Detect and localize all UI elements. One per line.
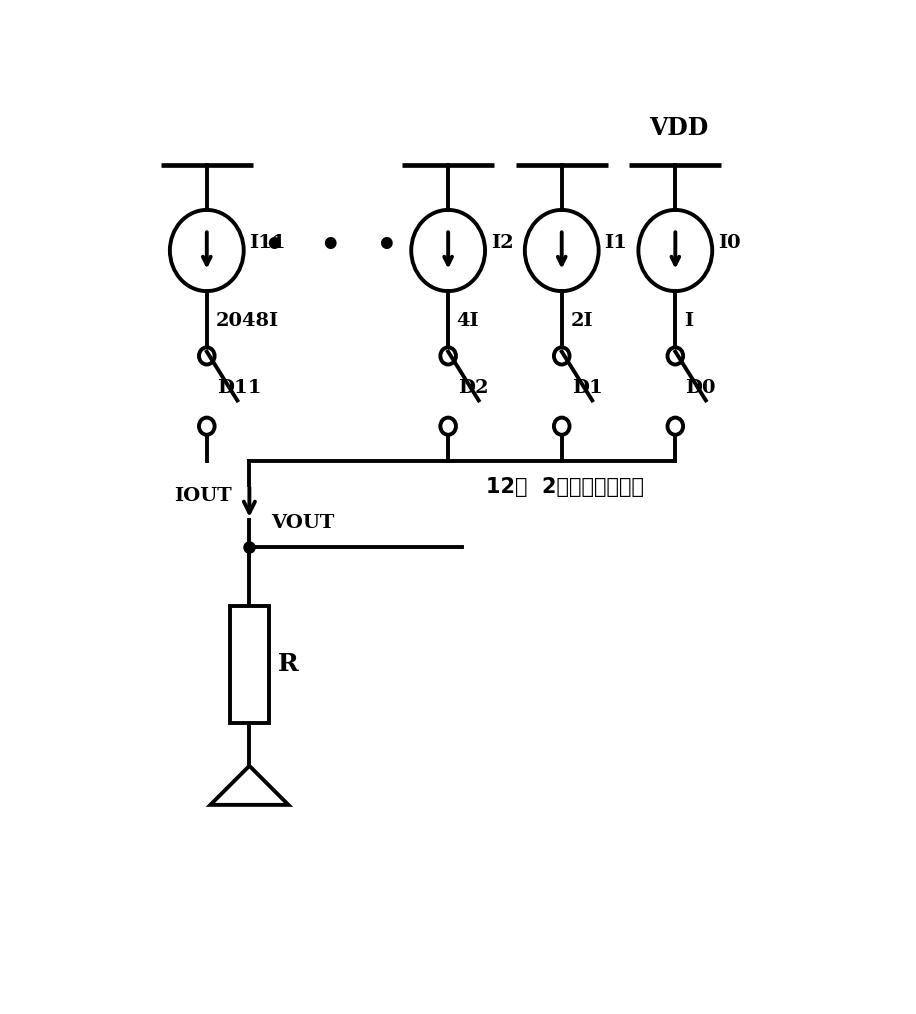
Text: I11: I11: [249, 233, 286, 251]
Text: 2I: 2I: [571, 311, 593, 330]
Text: VDD: VDD: [649, 116, 708, 140]
Text: •   •   •: • • •: [265, 230, 398, 263]
Text: 2048I: 2048I: [215, 311, 278, 330]
Text: R: R: [278, 652, 299, 676]
Text: D2: D2: [458, 379, 488, 397]
Text: D0: D0: [685, 379, 715, 397]
Text: D11: D11: [217, 379, 261, 397]
Text: I0: I0: [718, 233, 740, 251]
Text: D1: D1: [572, 379, 603, 397]
Bar: [230, 605, 269, 723]
Text: IOUT: IOUT: [174, 488, 232, 505]
Text: I: I: [684, 311, 693, 330]
Text: I1: I1: [605, 233, 627, 251]
Text: I2: I2: [491, 233, 513, 251]
Text: VOUT: VOUT: [271, 513, 334, 531]
Text: 4I: 4I: [457, 311, 479, 330]
Text: 12个  2进制电流源单元: 12个 2进制电流源单元: [486, 477, 644, 497]
